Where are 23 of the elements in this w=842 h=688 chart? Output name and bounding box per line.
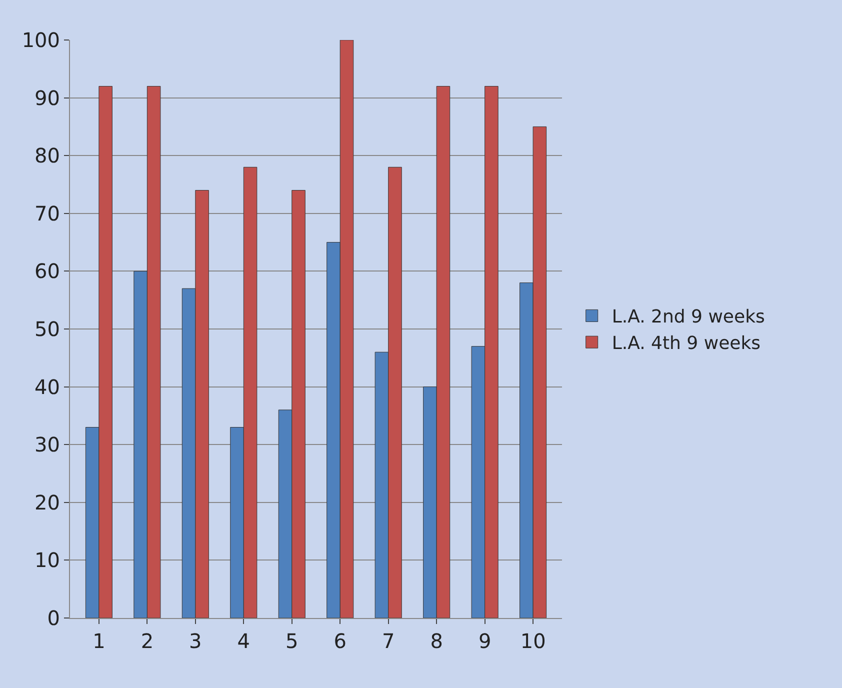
- y-tick-label: 50: [34, 317, 60, 341]
- y-tick-label: 0: [47, 606, 60, 630]
- legend-label: L.A. 2nd 9 weeks: [612, 306, 765, 328]
- x-tick-label: 9: [478, 629, 492, 653]
- x-tick-label: 6: [334, 629, 346, 653]
- y-tick-label: 70: [34, 201, 60, 226]
- y-tick-label: 10: [34, 548, 60, 572]
- x-tick-label: 5: [286, 629, 298, 653]
- y-tick-label: 60: [34, 259, 60, 284]
- y-tick-label: 100: [22, 28, 60, 52]
- x-tick-label: 7: [382, 629, 395, 653]
- y-tick-label: 90: [34, 86, 60, 110]
- x-tick-label: 2: [140, 629, 154, 653]
- legend-label: L.A. 4th 9 weeks: [612, 333, 761, 354]
- y-tick-label: 40: [34, 374, 60, 399]
- x-tick-label: 4: [237, 629, 250, 653]
- x-tick-label: 3: [189, 629, 202, 653]
- x-tick-label: 1: [92, 629, 106, 653]
- y-tick-label: 20: [34, 490, 60, 514]
- x-tick-label: 10: [520, 629, 546, 653]
- y-tick-label: 30: [34, 432, 60, 457]
- x-tick-label: 8: [430, 629, 443, 653]
- y-tick-label: 80: [34, 144, 60, 168]
